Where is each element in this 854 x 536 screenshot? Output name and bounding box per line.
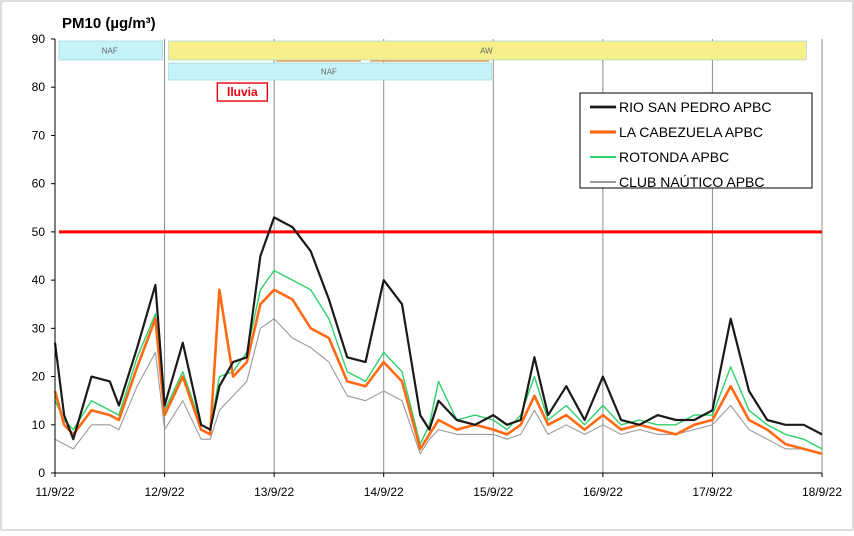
axes: 0 10 20 30 40 50 60 70 80 90 11/9/22 12/9/22 13/9/22… bbox=[32, 32, 843, 499]
legend: RIO SAN PEDRO APBC LA CABEZUELA APBC ROTON… bbox=[579, 92, 813, 190]
y-tick-label: 10 bbox=[32, 418, 46, 432]
chart-title: PM10 (µg/m³) bbox=[62, 15, 156, 32]
band-naf bbox=[58, 40, 163, 61]
y-tick-label: 50 bbox=[32, 225, 46, 239]
y-tick-label: 30 bbox=[32, 321, 46, 335]
annotations: lluvia bbox=[216, 82, 269, 102]
series-line bbox=[53, 216, 823, 441]
y-tick-label: 20 bbox=[32, 370, 46, 384]
band-label: NAF bbox=[321, 68, 337, 77]
legend-label: RIO SAN PEDRO APBC bbox=[619, 99, 771, 115]
x-tick-label: 11/9/22 bbox=[35, 485, 74, 499]
event-bands: NAF AW NAF bbox=[58, 40, 807, 81]
y-tick-label: 60 bbox=[32, 177, 46, 191]
x-tick-label: 16/9/22 bbox=[583, 485, 623, 499]
lluvia-box bbox=[216, 82, 269, 102]
x-tick-label: 18/9/22 bbox=[802, 485, 842, 499]
lluvia-label: lluvia bbox=[227, 85, 258, 99]
band-label: AW bbox=[480, 47, 493, 56]
band-naf bbox=[168, 62, 492, 81]
x-tick-label: 14/9/22 bbox=[364, 485, 404, 499]
series-line bbox=[53, 288, 823, 455]
y-tick-label: 90 bbox=[32, 32, 46, 46]
x-tick-label: 13/9/22 bbox=[254, 485, 294, 499]
y-tick-label: 70 bbox=[32, 128, 46, 142]
legend-label: CLUB NAÚTICO APBC bbox=[619, 174, 764, 190]
legend-label: ROTONDA APBC bbox=[619, 149, 729, 165]
legend-label: LA CABEZUELA APBC bbox=[619, 124, 763, 140]
y-tick-label: 80 bbox=[32, 80, 46, 94]
band-aw bbox=[168, 40, 807, 61]
series-lines bbox=[53, 216, 823, 455]
y-tick-label: 0 bbox=[38, 466, 45, 480]
band-label: NAF bbox=[102, 47, 118, 56]
x-tick-label: 17/9/22 bbox=[692, 485, 732, 499]
legend-box bbox=[579, 92, 813, 189]
x-tick-label: 12/9/22 bbox=[145, 485, 185, 499]
y-tick-label: 40 bbox=[32, 273, 46, 287]
x-tick-label: 15/9/22 bbox=[473, 485, 513, 499]
